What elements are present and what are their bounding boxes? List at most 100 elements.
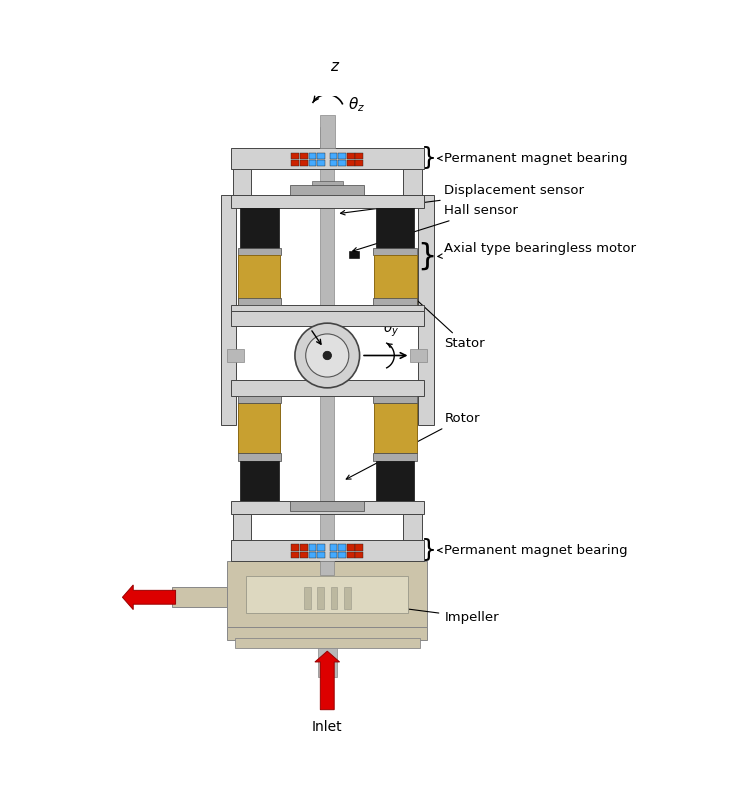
Bar (309, 153, 316, 159)
Bar (291, 545, 299, 550)
Bar (246, 577, 408, 613)
Bar (374, 395, 417, 403)
Text: }: } (421, 538, 436, 562)
Bar (171, 587, 227, 607)
Bar (240, 208, 279, 248)
Bar (338, 160, 346, 166)
Bar (403, 514, 422, 539)
Text: $z$: $z$ (330, 59, 340, 74)
Bar (403, 169, 422, 194)
Text: $\theta_x$: $\theta_x$ (289, 309, 306, 326)
Bar (300, 545, 308, 550)
Text: }: } (421, 146, 436, 170)
Bar (330, 160, 337, 166)
Bar (330, 153, 337, 159)
Text: }: } (418, 242, 436, 271)
Bar (300, 153, 308, 159)
Bar (317, 545, 325, 550)
Text: Impeller: Impeller (339, 598, 499, 624)
Text: Hall sensor: Hall sensor (353, 204, 518, 252)
FancyArrow shape (122, 585, 176, 610)
Bar (233, 169, 251, 194)
Bar (238, 454, 281, 461)
Circle shape (306, 334, 349, 377)
Text: Stator: Stator (399, 283, 485, 350)
Text: Rotor: Rotor (347, 412, 480, 479)
Bar (338, 153, 346, 159)
Bar (317, 587, 324, 609)
Bar (319, 115, 335, 147)
Bar (291, 160, 299, 166)
Bar (356, 545, 363, 550)
Bar (304, 587, 310, 609)
Bar (300, 552, 308, 558)
Bar (309, 552, 316, 558)
Bar (227, 561, 427, 626)
Bar (347, 552, 355, 558)
Bar (238, 255, 280, 306)
Bar (231, 380, 424, 395)
Bar (235, 638, 420, 648)
Bar (291, 552, 299, 558)
Bar (312, 182, 343, 185)
Bar (347, 545, 355, 550)
Bar (374, 403, 417, 454)
Bar (238, 298, 281, 306)
Bar (330, 545, 337, 550)
Text: $\theta_z$: $\theta_z$ (348, 95, 365, 114)
Bar (374, 298, 417, 306)
Bar (320, 561, 334, 575)
Text: Outlet: Outlet (125, 590, 167, 604)
Bar (349, 250, 359, 258)
Bar (411, 350, 427, 362)
Bar (309, 160, 316, 166)
Text: Inlet: Inlet (312, 721, 343, 734)
Bar (318, 648, 337, 678)
Bar (347, 153, 355, 159)
Bar (221, 194, 236, 425)
FancyArrow shape (315, 651, 340, 710)
Bar (331, 587, 337, 609)
Text: $x$: $x$ (331, 370, 341, 382)
Bar (374, 454, 417, 461)
Bar (418, 194, 433, 425)
Bar (356, 552, 363, 558)
Bar (317, 552, 325, 558)
Text: Displacement sensor: Displacement sensor (341, 184, 584, 215)
Bar (238, 403, 280, 454)
Bar (227, 626, 427, 640)
Bar (338, 545, 346, 550)
Bar (356, 153, 363, 159)
Text: Permanent magnet bearing: Permanent magnet bearing (438, 152, 628, 165)
Bar (231, 306, 424, 318)
Bar (291, 501, 364, 511)
Bar (338, 552, 346, 558)
Bar (309, 545, 316, 550)
Bar (240, 461, 279, 501)
Bar (238, 395, 281, 403)
Bar (344, 587, 350, 609)
Bar (356, 160, 363, 166)
Bar (376, 208, 414, 248)
Bar (347, 160, 355, 166)
Bar (291, 153, 299, 159)
Bar (320, 126, 334, 646)
Bar (374, 248, 417, 255)
Bar (330, 552, 337, 558)
Bar (231, 501, 424, 514)
Bar (231, 147, 424, 169)
Bar (231, 539, 424, 561)
Bar (317, 153, 325, 159)
Circle shape (323, 351, 331, 360)
Bar (317, 160, 325, 166)
Bar (238, 248, 281, 255)
Text: Permanent magnet bearing: Permanent magnet bearing (438, 544, 628, 557)
Bar (376, 461, 414, 501)
Bar (231, 311, 424, 326)
Bar (300, 160, 308, 166)
Bar (233, 514, 251, 539)
Bar (374, 255, 417, 306)
Text: $y$: $y$ (414, 348, 424, 363)
Bar (291, 185, 364, 194)
Circle shape (295, 323, 359, 388)
